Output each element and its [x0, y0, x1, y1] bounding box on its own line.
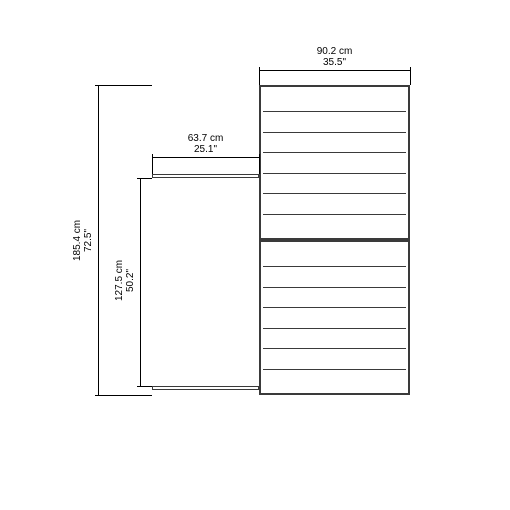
dimension-width-label: 90.2 cm 35.5" [310, 46, 360, 68]
dim-cm: 185.4 cm [72, 219, 83, 260]
dimension-shelf-label: 63.7 cm 25.1" [181, 133, 231, 155]
dim-cm: 90.2 cm [317, 46, 353, 57]
dim-cm: 127.5 cm [114, 259, 125, 300]
dim-cm: 63.7 cm [188, 133, 224, 144]
shelf-upper [152, 174, 259, 178]
dimension-height-full-label: 185.4 cm 72.5" [72, 210, 94, 270]
shelf-lower [152, 386, 259, 390]
dim-in: 25.1" [194, 144, 217, 155]
diagram-stage: 90.2 cm 35.5" 63.7 cm 25.1" 185.4 cm 72.… [0, 0, 510, 510]
panel-lower [259, 240, 410, 395]
panel-upper [259, 85, 410, 240]
dim-in: 35.5" [323, 57, 346, 68]
dimension-height-inner-label: 127.5 cm 50.2" [114, 250, 136, 310]
dim-in: 72.5" [83, 229, 94, 252]
dim-in: 50.2" [125, 269, 136, 292]
